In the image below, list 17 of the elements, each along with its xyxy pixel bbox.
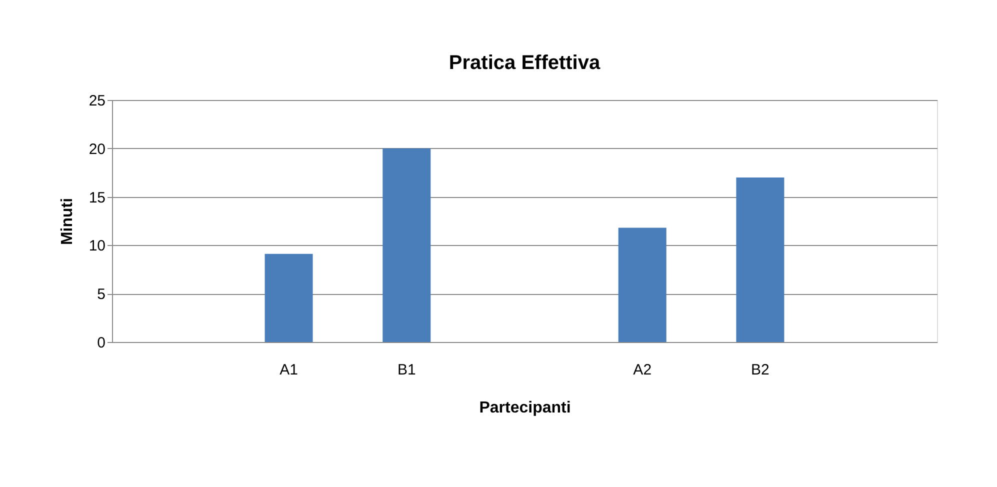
bar — [736, 177, 784, 342]
y-tick-label: 5 — [97, 286, 106, 304]
x-tick-label: B1 — [397, 362, 416, 378]
y-axis-title: Minuti — [58, 198, 76, 246]
y-tick-label: 25 — [88, 92, 106, 110]
x-tick-label: A2 — [633, 362, 652, 378]
chart-title: Pratica Effettiva — [448, 52, 601, 74]
y-tick-label: 15 — [88, 189, 106, 206]
x-tick-label: A1 — [280, 362, 298, 378]
x-tick-label: B2 — [751, 362, 770, 378]
x-axis-title: Partecipanti — [479, 400, 571, 416]
y-tick-label: 0 — [97, 334, 106, 352]
bar — [382, 148, 431, 342]
y-tick-label: 20 — [88, 140, 106, 158]
y-tick-label: 10 — [88, 238, 106, 255]
bar — [618, 228, 666, 342]
bar — [264, 254, 313, 342]
